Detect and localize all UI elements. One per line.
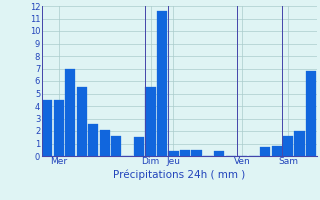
Bar: [271, 146, 282, 156]
Bar: [88, 123, 98, 156]
Bar: [54, 100, 64, 156]
Bar: [306, 71, 316, 156]
Bar: [65, 68, 76, 156]
Bar: [168, 151, 179, 156]
Bar: [100, 130, 110, 156]
Bar: [157, 11, 167, 156]
Bar: [180, 150, 190, 156]
Bar: [134, 137, 144, 156]
Bar: [111, 136, 121, 156]
Bar: [214, 151, 225, 156]
Bar: [294, 131, 305, 156]
Bar: [283, 136, 293, 156]
Bar: [42, 100, 52, 156]
Bar: [76, 87, 87, 156]
Bar: [191, 150, 202, 156]
Bar: [260, 147, 270, 156]
Bar: [145, 87, 156, 156]
X-axis label: Précipitations 24h ( mm ): Précipitations 24h ( mm ): [113, 169, 245, 180]
